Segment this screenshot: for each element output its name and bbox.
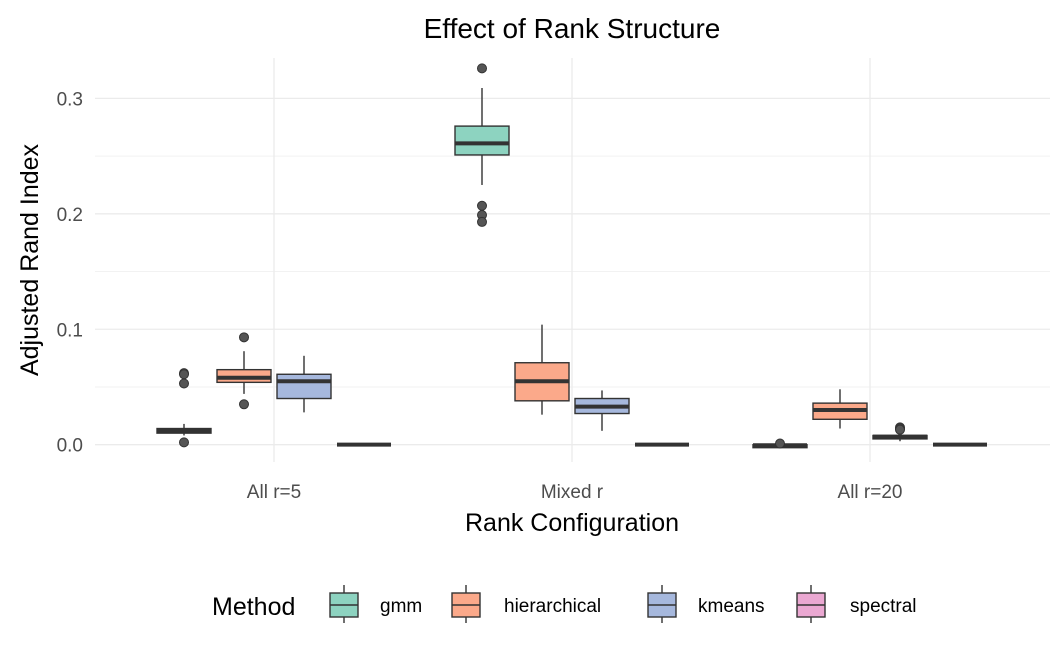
- marks-layer: [156, 63, 987, 449]
- legend-item-hierarchical: hierarchical: [451, 585, 601, 623]
- legend: Method gmm hierarchical kmeans spectral: [212, 585, 917, 623]
- outlier-point: [895, 424, 905, 435]
- y-tick-label: 0.2: [57, 205, 83, 226]
- legend-label: gmm: [380, 596, 422, 617]
- box-hierarchical: [514, 324, 570, 415]
- legend-title: Method: [212, 593, 295, 621]
- chart-title: Effect of Rank Structure: [424, 13, 721, 44]
- outlier-point: [239, 332, 249, 343]
- box-gmm: [454, 63, 510, 227]
- outlier-point: [477, 200, 487, 211]
- axis-layer: 0.0 0.1 0.2 0.3 All r=5 Mixed r All r=20: [57, 89, 903, 503]
- x-tick-label: All r=5: [247, 482, 301, 503]
- outlier-point: [179, 437, 189, 448]
- outlier-point: [775, 438, 785, 449]
- legend-label: hierarchical: [504, 596, 601, 617]
- box-gmm: [752, 438, 808, 449]
- y-tick-label: 0.3: [57, 89, 83, 110]
- legend-item-spectral: spectral: [796, 585, 917, 623]
- legend-item-kmeans: kmeans: [647, 585, 765, 623]
- outlier-point: [477, 63, 487, 74]
- box-gmm: [156, 368, 212, 448]
- x-tick-label: Mixed r: [541, 482, 604, 503]
- box-iqr: [276, 373, 332, 400]
- box-kmeans: [574, 390, 630, 431]
- y-axis-title: Adjusted Rand Index: [16, 143, 44, 376]
- box-iqr: [454, 125, 510, 156]
- outlier-point: [179, 378, 189, 389]
- box-kmeans: [872, 422, 928, 442]
- x-axis-title: Rank Configuration: [465, 509, 679, 537]
- outlier-point: [179, 369, 189, 380]
- y-tick-label: 0.0: [57, 436, 83, 457]
- box-hierarchical: [216, 332, 272, 410]
- box-kmeans: [276, 355, 332, 413]
- outlier-point: [239, 399, 249, 410]
- legend-label: spectral: [850, 596, 917, 617]
- grid-layer: [95, 58, 1050, 462]
- legend-item-gmm: gmm: [329, 585, 422, 623]
- legend-label: kmeans: [698, 596, 765, 617]
- y-tick-label: 0.1: [57, 320, 83, 341]
- box-hierarchical: [812, 389, 868, 429]
- x-tick-label: All r=20: [838, 482, 903, 503]
- outlier-point: [477, 216, 487, 227]
